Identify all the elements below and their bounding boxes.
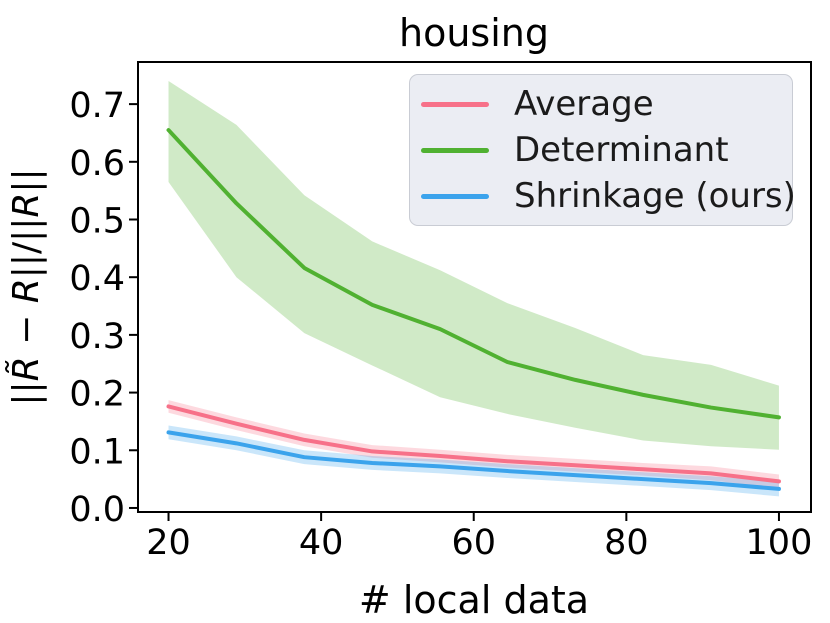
legend-label-average: Average [514, 84, 654, 124]
y-tick-label: 0.7 [69, 86, 125, 126]
y-tick-label: 0.2 [69, 375, 125, 415]
x-tick-label: 80 [604, 523, 649, 563]
y-tick-label: 0.0 [69, 490, 125, 530]
y-tick-label: 0.1 [69, 432, 125, 472]
y-tick-label: 0.3 [69, 317, 125, 357]
series-line-2 [166, 430, 781, 491]
legend-label-shrinkage: Shrinkage (ours) [514, 176, 796, 216]
y-tick-label: 0.6 [69, 144, 125, 184]
plot-border [137, 61, 812, 513]
legend-item-determinant: Determinant [421, 127, 778, 173]
series-band-0 [168, 400, 779, 489]
series-line-1 [166, 128, 781, 420]
legend-box: Average Determinant Shrinkage (ours) [409, 74, 796, 226]
y-tick-label: 0.4 [69, 259, 125, 299]
legend-label-determinant: Determinant [514, 130, 729, 170]
plot-area: 20 40 60 80 100 0.0 0.1 0.2 0.3 0.4 0.5 0.6 0.7 [69, 61, 813, 563]
y-tick-label: 0.5 [69, 202, 125, 242]
legend-item-shrinkage: Shrinkage (ours) [421, 173, 796, 219]
legend-item-average: Average [421, 81, 778, 127]
y-axis-label: ||R̃ − R||/||R|| [5, 168, 47, 405]
series-band-1 [168, 81, 779, 450]
determinant-line-swatch-icon [421, 147, 489, 153]
shrinkage-line-swatch-icon [421, 193, 489, 199]
x-tick-label: 40 [299, 523, 344, 563]
x-axis-label: # local data [359, 578, 589, 622]
x-tick-label: 20 [146, 523, 191, 563]
x-tick-label: 60 [451, 523, 496, 563]
series-line-0 [166, 404, 781, 484]
x-tick-label: 100 [746, 523, 813, 563]
average-line-swatch-icon [421, 101, 489, 107]
chart-title: housing [399, 11, 549, 55]
